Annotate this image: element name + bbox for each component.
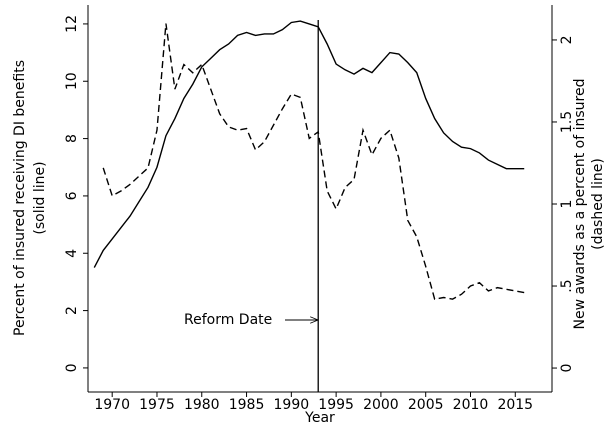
y-tick-label: 2 [64,306,80,315]
x-tick-label: 2015 [497,397,533,413]
y2-axis-title: New awards as a percent of insured [572,79,588,330]
y-tick-label: 6 [64,191,80,200]
y2-tick-label: .5 [559,279,575,292]
x-tick-label: 1995 [318,397,354,413]
y2-tick-label: 1.5 [559,111,575,133]
x-axis-title: Year [304,410,335,426]
x-tick-label: 2010 [453,397,489,413]
x-tick-label: 1990 [274,397,310,413]
y-axis-title: (solid line) [32,161,48,234]
y-tick-label: 4 [64,249,80,258]
y-tick-label: 8 [64,134,80,143]
y2-tick-label: 2 [559,35,575,44]
x-tick-label: 1975 [139,397,175,413]
x-tick-label: 1980 [184,397,220,413]
x-tick-label: 1970 [94,397,130,413]
y-axis-title: Percent of insured receiving DI benefits [12,60,28,336]
x-tick-label: 2000 [363,397,399,413]
y-tick-label: 0 [64,363,80,372]
y-tick-label: 12 [64,15,80,33]
y-tick-label: 10 [64,72,80,90]
reform-label: Reform Date [184,312,272,328]
y2-axis-title: (dashed line) [590,158,605,250]
x-tick-label: 2005 [408,397,444,413]
y2-tick-label: 1 [559,200,575,209]
dashed-line [102,23,525,300]
x-tick-label: 1985 [229,397,265,413]
solid-line [93,20,525,268]
y2-tick-label: 0 [559,364,575,373]
